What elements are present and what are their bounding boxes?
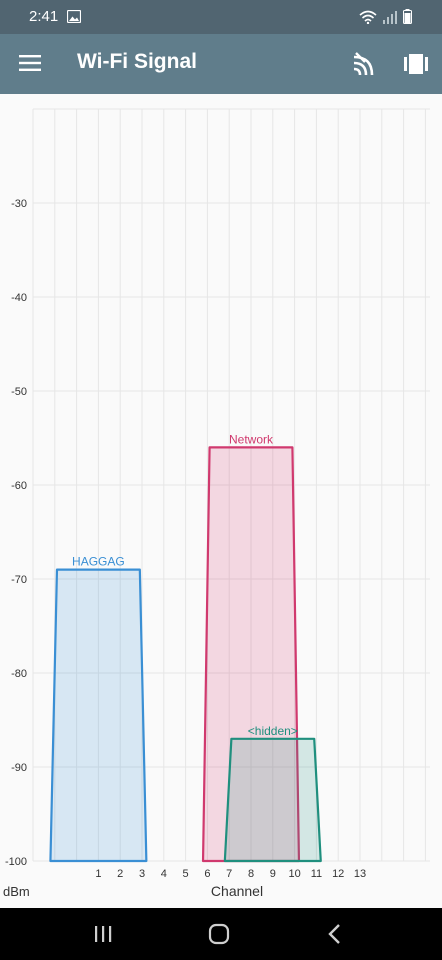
x-tick-label: 11 [311,868,322,880]
x-tick-label: 13 [354,868,366,880]
x-tick-label: 3 [139,868,145,880]
x-tick-label: 10 [288,868,300,880]
network-name-label: HAGGAG [72,555,125,569]
cell-signal-icon [383,10,397,24]
recent-apps-icon[interactable] [88,921,118,947]
photo-icon [67,10,81,23]
y-tick-label: -30 [11,198,27,210]
y-tick-label: -40 [11,292,27,304]
x-tick-label: 7 [226,868,232,880]
status-bar: 2:41 [0,0,442,34]
view-toggle-icon[interactable] [403,51,429,77]
battery-icon [403,9,412,24]
wifi-signal-icon [359,10,377,24]
x-tick-label: 1 [95,868,101,880]
y-tick-label: -90 [11,762,27,774]
y-tick-label: -80 [11,668,27,680]
app-title: Wi-Fi Signal [77,50,197,73]
nav-bar [0,908,442,960]
x-tick-label: 12 [332,868,344,880]
network-signal-shape [49,568,148,863]
x-tick-label: 6 [204,868,210,880]
x-tick-label: 4 [161,868,167,880]
y-tick-label: -60 [11,480,27,492]
network-name-label: <hidden> [248,724,298,738]
x-tick-label: 2 [117,868,123,880]
wifi-scan-icon[interactable] [352,51,378,77]
back-icon[interactable] [320,921,350,947]
status-icons [359,9,412,24]
home-icon[interactable] [204,921,234,947]
y-axis-label: dBm [3,884,30,899]
app-bar: Wi-Fi Signal [0,34,442,94]
y-tick-label: -50 [11,386,27,398]
x-tick-label: 8 [248,868,254,880]
chart-area [0,94,442,908]
x-tick-label: 5 [183,868,189,880]
status-time: 2:41 [29,8,59,25]
menu-icon[interactable] [19,54,41,72]
network-name-label: Network [229,432,274,446]
y-tick-label: -100 [5,856,27,868]
x-tick-label: 9 [270,868,276,880]
y-tick-label: -70 [11,574,27,586]
network-signal-shape [223,737,322,863]
x-axis-label: Channel [211,883,263,899]
